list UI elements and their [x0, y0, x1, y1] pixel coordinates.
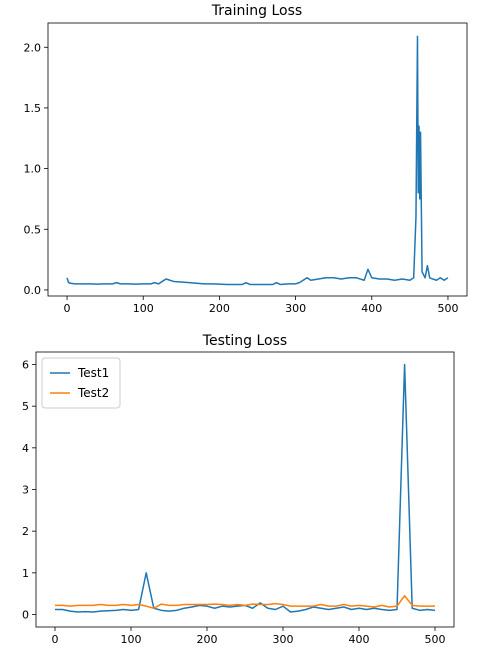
x-ticks: 0 100 200 300 400 500	[64, 296, 458, 315]
x-tick-label: 500	[437, 302, 458, 315]
x-tick-label: 200	[209, 302, 230, 315]
x-tick-label: 300	[285, 302, 306, 315]
series-line-1	[66, 35, 449, 286]
training-loss-axes: Training Loss 0 100 200 300 400 500 0.0 0.5 1.0…	[24, 3, 468, 315]
y-tick-label: 3	[22, 484, 29, 497]
chart-title: Training Loss	[211, 3, 302, 19]
y-ticks: 0.0 0.5 1.0 1.5 2.0	[24, 41, 48, 297]
y-tick-label: 4	[22, 442, 29, 455]
x-tick-label: 0	[52, 633, 59, 646]
x-tick-label: 300	[273, 633, 294, 646]
series-group	[66, 35, 449, 286]
y-tick-label: 1.5	[24, 102, 42, 115]
y-tick-label: 2	[22, 525, 29, 538]
legend-label: Test2	[77, 386, 109, 400]
axes-frame	[47, 22, 468, 297]
y-tick-label: 0.5	[24, 223, 42, 236]
y-tick-label: 0	[22, 609, 29, 622]
y-tick-label: 2.0	[24, 41, 42, 54]
series-group	[55, 363, 436, 613]
x-tick-label: 400	[349, 633, 370, 646]
x-tick-label: 100	[121, 633, 142, 646]
x-tick-label: 500	[425, 633, 446, 646]
y-tick-label: 6	[22, 359, 29, 372]
chart-title: Testing Loss	[202, 333, 287, 349]
y-tick-label: 1	[22, 567, 29, 580]
x-tick-label: 100	[133, 302, 154, 315]
y-tick-label: 0.0	[24, 284, 42, 297]
series-line-test2	[55, 595, 435, 609]
legend-box	[41, 357, 121, 409]
x-tick-label: 0	[64, 302, 71, 315]
x-tick-label: 200	[197, 633, 218, 646]
y-tick-label: 1.0	[24, 163, 42, 176]
x-tick-label: 400	[361, 302, 382, 315]
testing-loss-axes: Testing Loss 0 100 200 300 400 500 0 1 2 3 4 5 6 Te…	[22, 333, 455, 646]
legend-label: Test1	[77, 366, 109, 380]
legend: Test1 Test2	[41, 357, 121, 409]
y-ticks: 0 1 2 3 4 5 6	[22, 359, 36, 622]
y-tick-label: 5	[22, 400, 29, 413]
x-ticks: 0 100 200 300 400 500	[52, 627, 446, 646]
